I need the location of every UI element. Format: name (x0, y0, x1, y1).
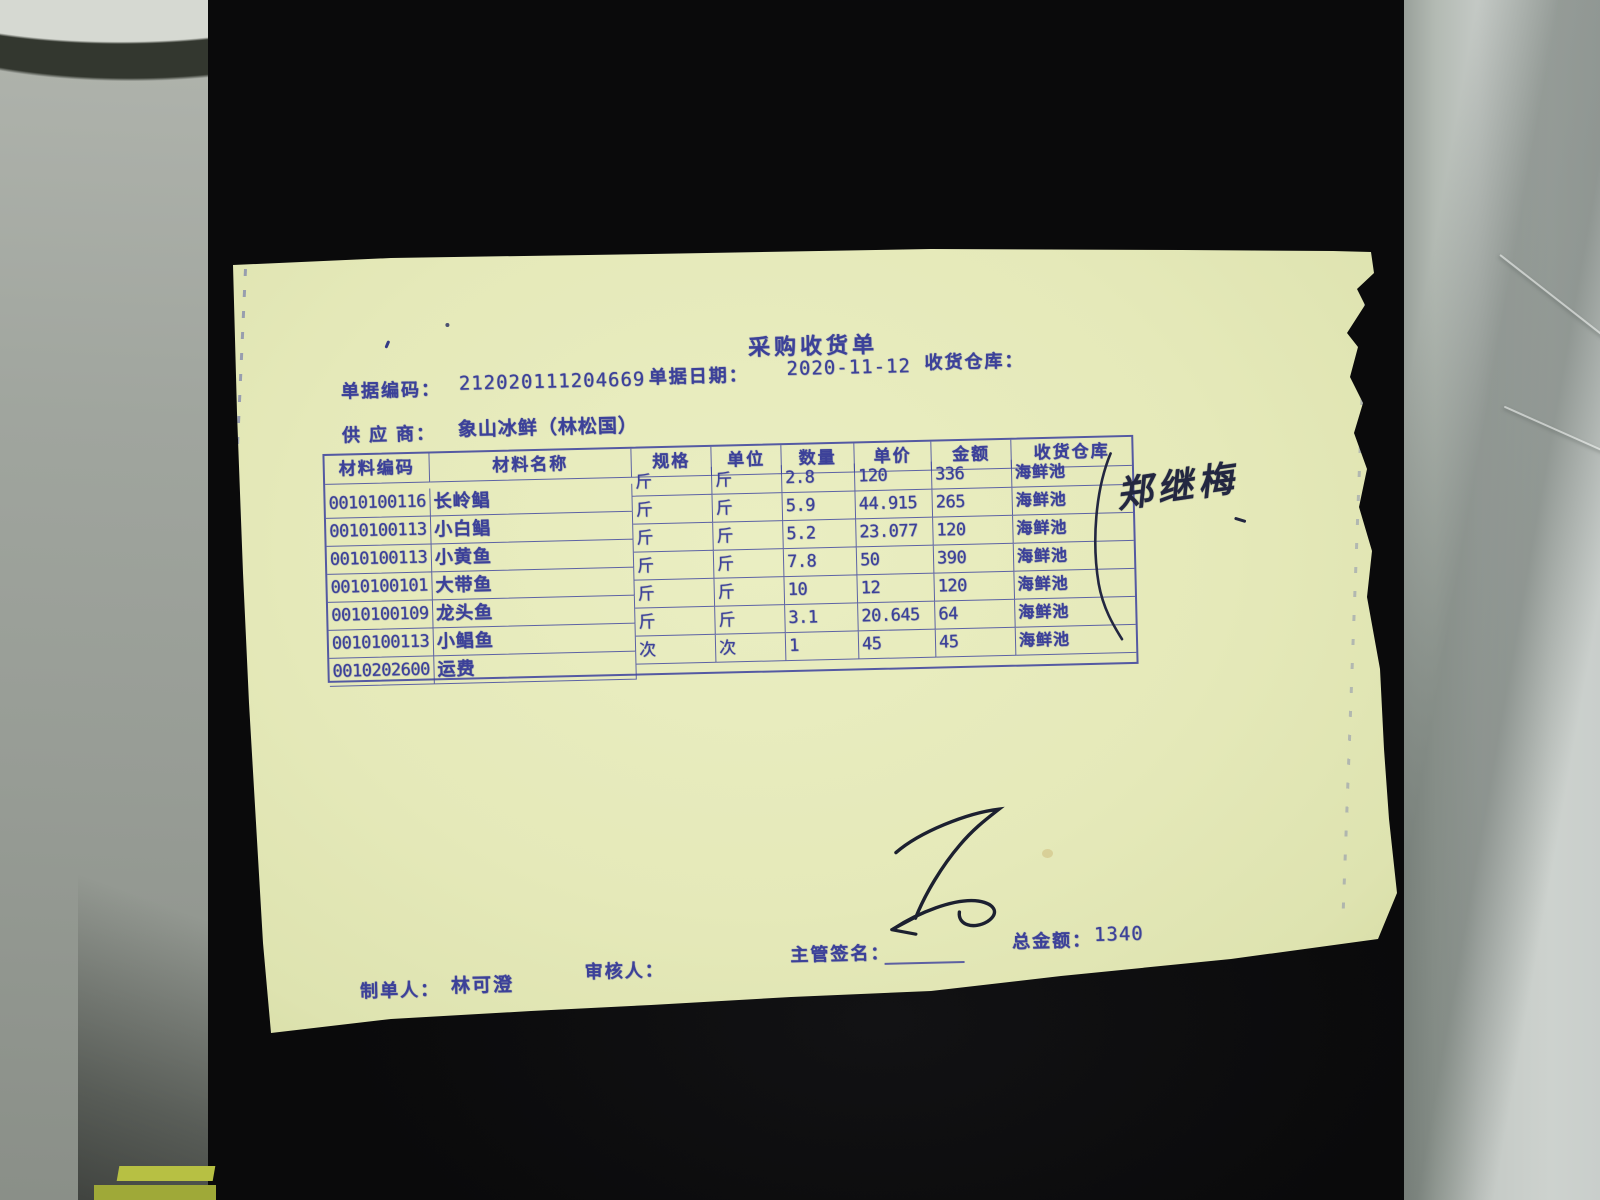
cell-amount: 120 (934, 571, 1016, 602)
cell-code: 0010100109 (327, 600, 434, 631)
cell-price: 20.645 (858, 601, 936, 632)
cell-amount: 390 (933, 543, 1015, 574)
cell-qty: 1 (785, 631, 860, 662)
cell-price: 12 (857, 573, 936, 604)
col-header-name: 材料名称 (429, 448, 633, 483)
signature-bracket-stroke (1094, 452, 1124, 641)
cell-qty: 5.9 (782, 491, 857, 522)
receipt-paper: 采购收货单 单据编码： 212020111204669 单据日期： 2020-1… (233, 249, 1397, 1033)
cell-qty: 2.8 (781, 463, 856, 494)
cell-qty: 3.1 (785, 603, 859, 634)
white-sheet-right (1404, 0, 1600, 1200)
cell-amount: 265 (932, 487, 1014, 518)
cell-qty: 7.8 (783, 547, 858, 578)
cell-unit: 次 (715, 633, 787, 663)
warehouse-label: 收货仓库： (924, 350, 1025, 373)
cell-unit: 斤 (713, 549, 785, 579)
cell-qty: 10 (784, 575, 859, 606)
cell-price: 120 (854, 461, 933, 492)
cell-spec: 斤 (631, 466, 713, 497)
supplier-value: 象山冰鲜（林松国） (457, 415, 639, 441)
cell-amount: 45 (935, 627, 1017, 658)
supervisor-signature-scrawl (890, 806, 1005, 936)
cell-spec: 次 (635, 634, 717, 665)
total-value: 1340 (1093, 922, 1144, 946)
cell-unit: 斤 (715, 605, 786, 635)
maker-value: 林可澄 (450, 974, 515, 998)
ink-speck (384, 340, 391, 349)
cell-code: 0010100101 (327, 572, 433, 603)
cell-spec: 斤 (632, 494, 714, 525)
cell-unit: 斤 (713, 521, 784, 551)
cell-spec: 斤 (634, 578, 716, 609)
supplier-label: 供 应 商： (341, 423, 437, 446)
cell-spec: 斤 (635, 606, 716, 637)
cell-price: 44.915 (855, 489, 934, 520)
cell-amount: 336 (931, 459, 1013, 490)
supervisor-label: 主管签名： (790, 942, 891, 966)
cell-code: 0010100113 (325, 516, 432, 547)
date-label: 单据日期： (648, 364, 749, 388)
cell-unit: 斤 (712, 493, 784, 523)
cell-code: 0010100113 (328, 628, 435, 659)
col-header-code: 材料编码 (324, 453, 431, 485)
doc-no-value: 212020111204669 (458, 368, 646, 395)
cell-qty: 5.2 (783, 519, 857, 550)
cell-price: 45 (858, 629, 937, 660)
sheet-shadow (1404, 0, 1600, 1200)
cell-amount: 120 (933, 515, 1014, 546)
receipt-content: 采购收货单 单据编码： 212020111204669 单据日期： 2020-1… (233, 249, 1397, 1033)
cell-code: 0010202600 (329, 656, 435, 687)
sticky-note (94, 1185, 216, 1200)
cell-unit: 斤 (711, 465, 783, 495)
cell-spec: 斤 (633, 550, 715, 581)
ink-speck (445, 322, 450, 328)
cell-code: 0010100116 (325, 488, 431, 519)
cell-amount: 64 (935, 599, 1016, 630)
gray-object-left (0, 0, 208, 1200)
cell-price: 50 (856, 545, 935, 576)
maker-label: 制单人： (359, 979, 441, 1002)
cell-code: 0010100113 (326, 544, 433, 575)
date-value: 2020-11-12 (786, 355, 912, 381)
cell-unit: 斤 (714, 577, 786, 607)
auditor-label: 审核人： (584, 960, 665, 982)
total-label: 总金额： (1011, 929, 1093, 952)
cell-name: 运费 (434, 651, 637, 685)
items-table: 材料编码 材料名称 规格 单位 数量 单价 金额 收货仓库 0010100116… (322, 434, 1139, 687)
doc-no-label: 单据编码： (340, 379, 442, 402)
cell-price: 23.077 (856, 517, 934, 548)
cell-spec: 斤 (633, 522, 714, 553)
signature-dash (1234, 516, 1247, 524)
sticky-note (116, 1166, 216, 1181)
